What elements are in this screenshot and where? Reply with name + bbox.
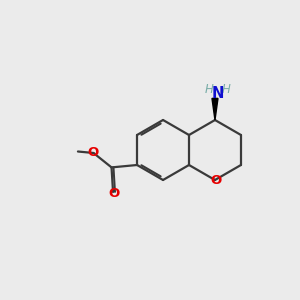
Text: H: H	[222, 83, 231, 96]
Text: H: H	[205, 83, 213, 96]
Polygon shape	[212, 98, 218, 120]
Text: O: O	[211, 173, 222, 187]
Text: N: N	[212, 86, 224, 101]
Text: O: O	[87, 146, 99, 159]
Text: O: O	[108, 187, 119, 200]
